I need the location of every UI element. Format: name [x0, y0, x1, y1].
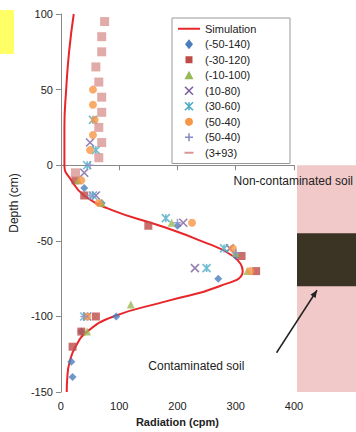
svg-text:-100: -100 — [31, 310, 53, 322]
svg-text:(50-40): (50-40) — [205, 131, 240, 143]
svg-text:(-50-140): (-50-140) — [205, 38, 250, 50]
svg-text:(10-80): (10-80) — [205, 85, 240, 97]
svg-text:100: 100 — [35, 8, 53, 20]
svg-text:200: 200 — [168, 400, 186, 412]
svg-text:(50-40): (50-40) — [205, 116, 240, 128]
svg-text:300: 300 — [227, 400, 245, 412]
svg-text:-150: -150 — [31, 386, 53, 398]
svg-text:(30-60): (30-60) — [205, 100, 240, 112]
svg-text:Non-contaminated soil: Non-contaminated soil — [234, 174, 353, 188]
svg-text:Radiation (cpm): Radiation (cpm) — [136, 416, 219, 428]
svg-text:(-10-100): (-10-100) — [205, 69, 250, 81]
svg-text:-50: -50 — [37, 235, 53, 247]
svg-text:Contaminated soil: Contaminated soil — [148, 359, 244, 373]
svg-text:50: 50 — [41, 84, 53, 96]
svg-text:100: 100 — [110, 400, 128, 412]
svg-text:Depth (cm): Depth (cm) — [7, 173, 21, 232]
svg-text:0: 0 — [58, 400, 64, 412]
svg-text:0: 0 — [47, 159, 53, 171]
svg-text:(3+93): (3+93) — [205, 147, 237, 159]
svg-text:(-30-120): (-30-120) — [205, 54, 250, 66]
svg-text:400: 400 — [285, 400, 303, 412]
svg-text:Simulation: Simulation — [205, 23, 256, 35]
